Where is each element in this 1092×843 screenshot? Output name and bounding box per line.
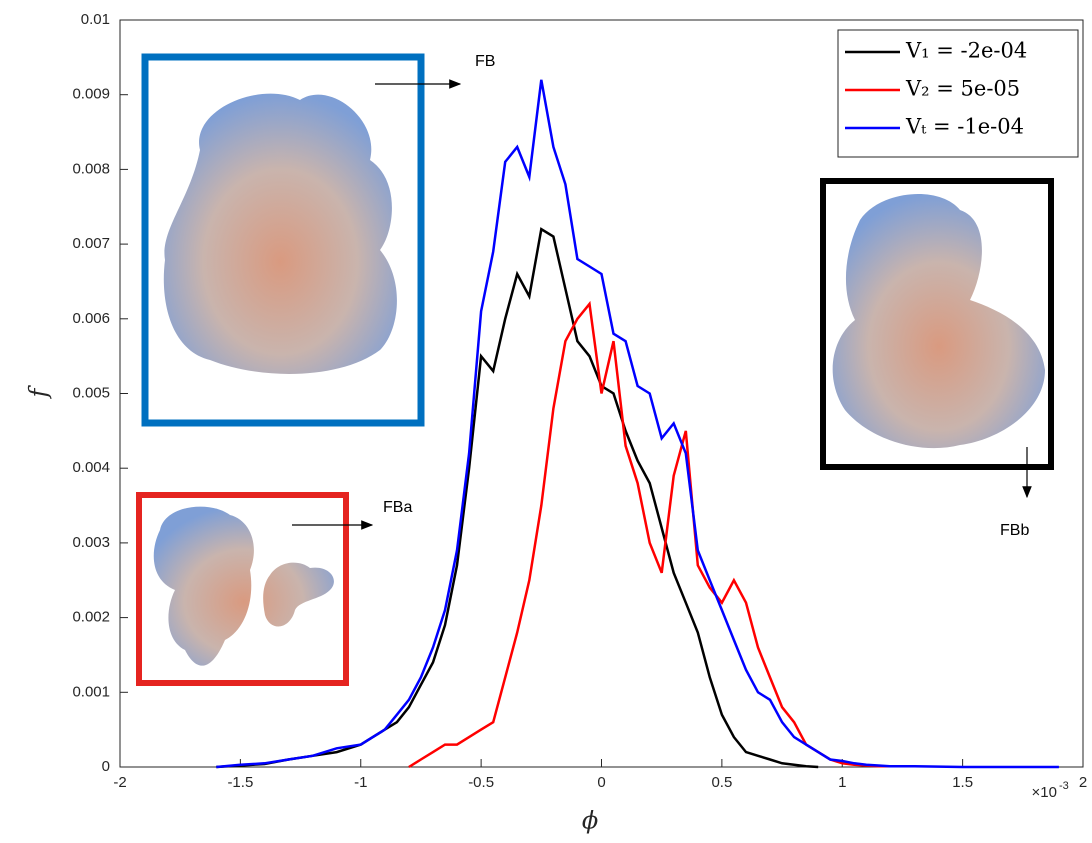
x-tick-label: 1.5: [952, 774, 973, 791]
y-axis-title: f: [25, 384, 53, 399]
x-tick-label: -0.5: [468, 774, 494, 791]
x-tick-label: -1.5: [227, 774, 253, 791]
y-tick-label: 0.001: [72, 683, 110, 700]
legend-label: V₂ = 5e-05: [905, 77, 1020, 101]
annotation: FBa: [383, 499, 412, 516]
y-tick-label: 0.002: [72, 609, 110, 626]
x-scale-label: ×10: [1032, 784, 1057, 801]
chart: 0 0.001 0.002 0.003 0.004 0.005 0.006 0.007 0.00…: [0, 0, 1092, 838]
x-axis-title: ϕ: [582, 807, 598, 835]
legend-label: V₁ = -2e-04: [905, 39, 1027, 63]
y-tick-label: 0: [102, 758, 110, 775]
x-tick-label: 0.5: [711, 774, 732, 791]
x-scale-exponent: -3: [1059, 780, 1069, 792]
x-tick-label: -1: [354, 774, 367, 791]
y-tick-label: 0.005: [72, 384, 110, 401]
y-tick-label: 0.007: [72, 235, 110, 252]
x-tick-label: 0: [597, 774, 605, 791]
x-tick-label: 1: [838, 774, 846, 791]
y-tick-label: 0.006: [72, 310, 110, 327]
data-line: [409, 304, 891, 767]
y-tick-label: 0.009: [72, 86, 110, 103]
annotation: FBb: [1000, 522, 1029, 539]
y-tick-label: 0.008: [72, 160, 110, 177]
y-tick-label: 0.01: [81, 11, 110, 28]
x-tick-label: -2: [113, 774, 126, 791]
x-tick-label: 2: [1079, 774, 1087, 791]
y-tick-label: 0.003: [72, 534, 110, 551]
y-tick-label: 0.004: [72, 459, 110, 476]
legend-label: Vₜ = -1e-04: [905, 115, 1024, 139]
annotation: FB: [475, 53, 495, 70]
